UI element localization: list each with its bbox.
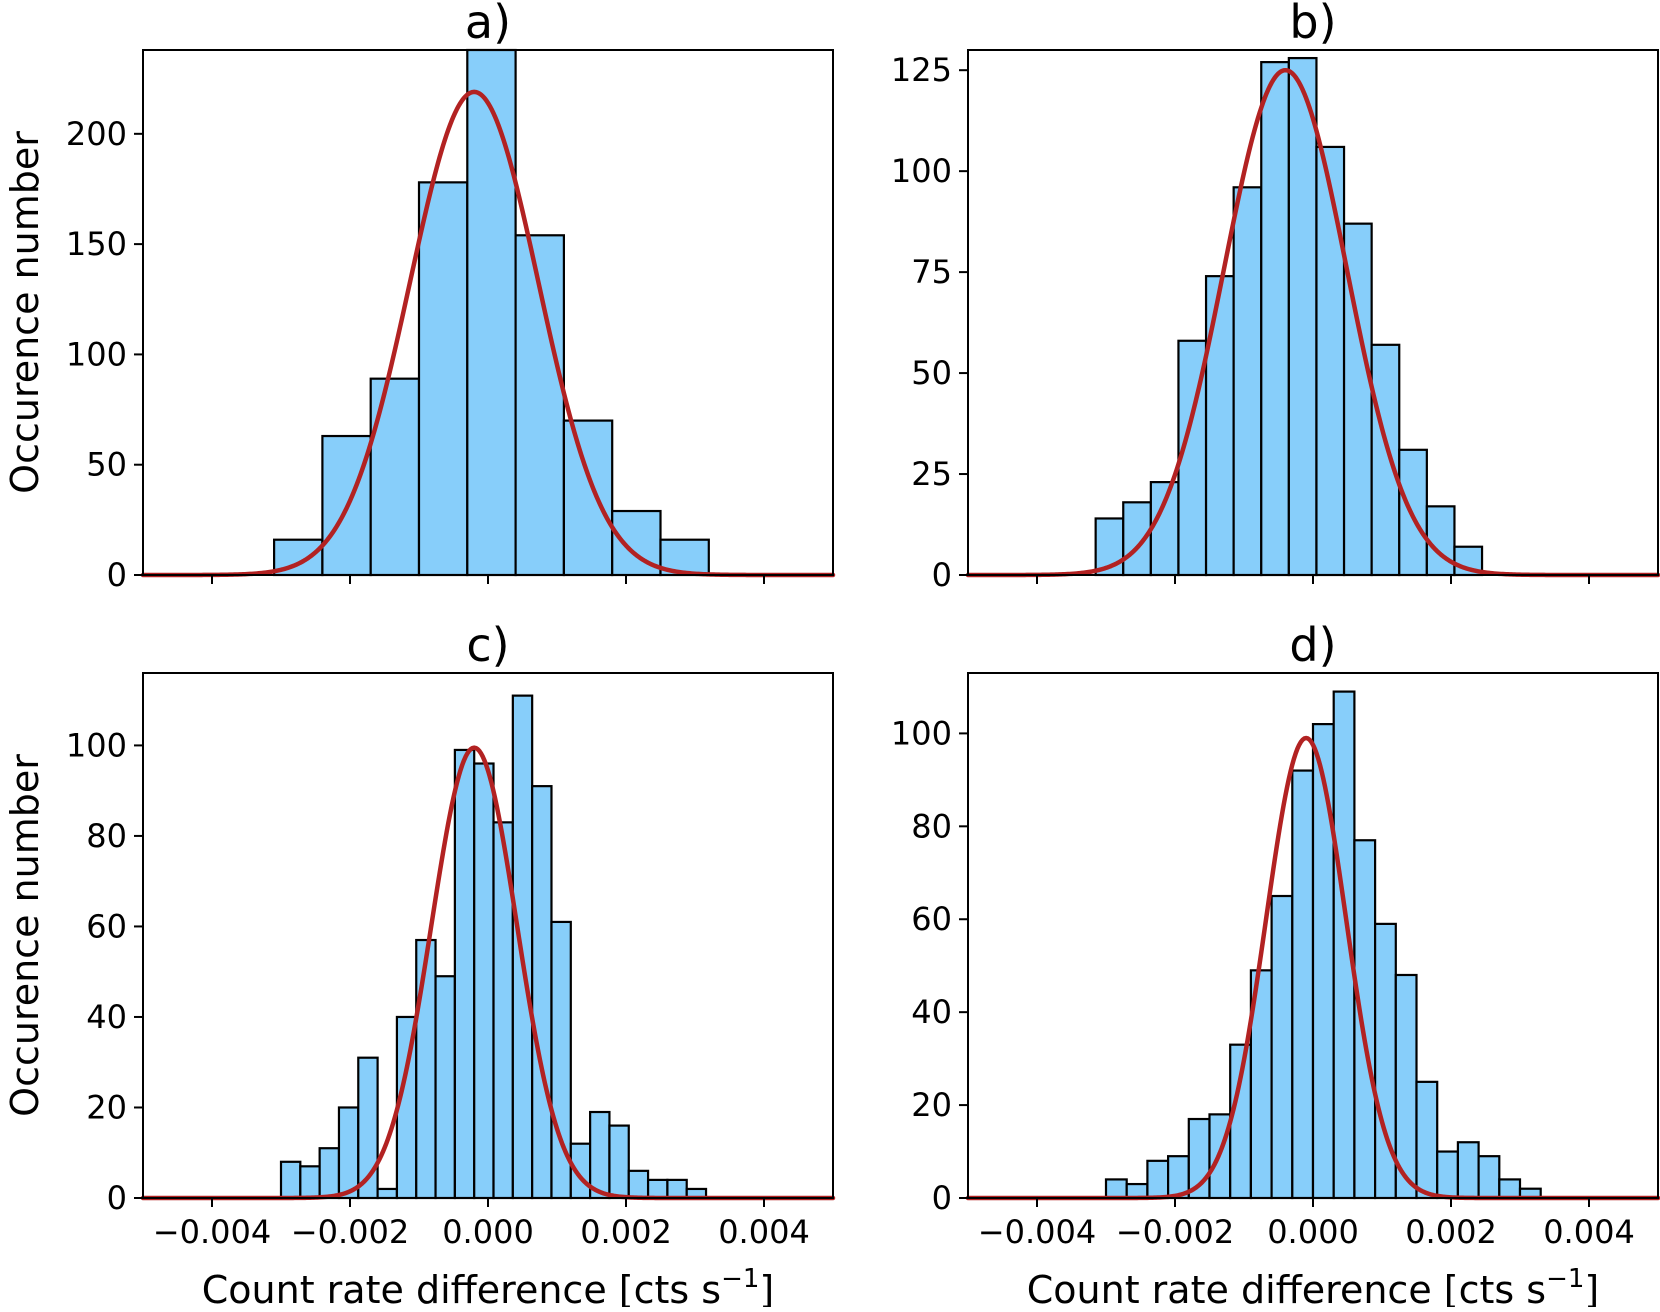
panel-title: c) bbox=[466, 618, 509, 672]
histogram-bar bbox=[1425, 505, 1456, 577]
histogram-bar bbox=[589, 1110, 611, 1200]
histogram-bar bbox=[337, 1106, 360, 1200]
histogram-bar bbox=[434, 975, 456, 1200]
histogram-bar bbox=[453, 748, 476, 1200]
histogram-bar bbox=[417, 181, 469, 577]
panel-4: 0 20 40 60 80 100 −0.004 −0.002 0.000 0.002 0.004 d… bbox=[891, 618, 1660, 1312]
histogram-bar bbox=[1146, 1159, 1170, 1200]
histogram-bar bbox=[1498, 1178, 1522, 1200]
x-tick-label: −0.002 bbox=[291, 1213, 409, 1251]
histogram-bar bbox=[666, 1178, 688, 1200]
histogram-bar bbox=[318, 1147, 341, 1200]
x-tick-label: 0.000 bbox=[1267, 1213, 1359, 1251]
histogram-bar bbox=[1370, 343, 1401, 577]
histogram-bar bbox=[299, 1165, 321, 1200]
x-tick-label: 0.004 bbox=[1543, 1213, 1635, 1251]
y-axis-label: Occurence number bbox=[3, 131, 47, 494]
histogram-bar bbox=[646, 1178, 669, 1200]
panel-2: 0 25 50 75 100 125 b) bbox=[891, 0, 1660, 594]
y-tick-label: 60 bbox=[86, 907, 127, 945]
y-tick-label: 100 bbox=[891, 714, 952, 752]
panel-3: 0 20 40 60 80 100 −0.004 −0.002 0.000 0.002 0.004 c… bbox=[3, 618, 836, 1312]
histogram-bar bbox=[1104, 1178, 1128, 1200]
histogram-bar bbox=[627, 1169, 650, 1200]
y-tick-label: 80 bbox=[911, 807, 952, 845]
y-tick-label: 0 bbox=[932, 1179, 952, 1217]
histogram-bars bbox=[1094, 56, 1484, 577]
x-tick-label: −0.004 bbox=[978, 1213, 1096, 1251]
histogram-bar bbox=[1353, 839, 1377, 1200]
x-axis-label-exponent: −1 bbox=[1546, 1264, 1584, 1294]
y-tick-label: 20 bbox=[911, 1086, 952, 1124]
histogram-bar bbox=[562, 419, 614, 577]
panel-1: 0 50 100 150 200 a) Occurence number bbox=[3, 0, 836, 594]
histogram-bar bbox=[1311, 723, 1335, 1200]
histogram-bars bbox=[279, 694, 708, 1200]
x-axis-label: Count rate difference [cts s−1] bbox=[1027, 1264, 1599, 1307]
histogram-bar bbox=[1270, 894, 1294, 1200]
histogram-bar bbox=[1415, 1080, 1439, 1200]
histogram-bars bbox=[1104, 690, 1542, 1200]
histogram-bar bbox=[376, 1187, 399, 1200]
histogram-bar bbox=[1436, 1150, 1459, 1200]
x-axis-label-exponent: −1 bbox=[721, 1264, 759, 1294]
panel-title: a) bbox=[465, 0, 511, 49]
y-tick-label: 75 bbox=[911, 253, 952, 291]
histogram-bar bbox=[473, 762, 495, 1200]
x-tick-label: 0.004 bbox=[718, 1213, 810, 1251]
histogram-bar bbox=[1315, 145, 1346, 577]
y-tick-label: 20 bbox=[86, 1088, 127, 1126]
y-tick-label: 0 bbox=[932, 556, 952, 594]
y-tick-label: 50 bbox=[86, 446, 127, 484]
y-tick-label: 125 bbox=[891, 51, 952, 89]
y-tick-label: 100 bbox=[66, 726, 127, 764]
y-tick-label: 25 bbox=[911, 455, 952, 493]
histogram-bar bbox=[531, 785, 553, 1200]
histogram-bar bbox=[415, 938, 437, 1200]
y-tick-label: 0 bbox=[107, 556, 127, 594]
y-tick-label: 40 bbox=[86, 998, 127, 1036]
y-tick-label: 150 bbox=[66, 225, 127, 263]
y-tick-label: 60 bbox=[911, 900, 952, 938]
x-tick-label: 0.002 bbox=[580, 1213, 672, 1251]
x-tick-label: −0.002 bbox=[1116, 1213, 1234, 1251]
histogram-bar bbox=[1291, 769, 1315, 1200]
x-tick-label: −0.004 bbox=[153, 1213, 271, 1251]
y-tick-label: 0 bbox=[107, 1179, 127, 1217]
x-axis-label-close: ] bbox=[759, 1268, 774, 1307]
histogram-bar bbox=[279, 1160, 302, 1200]
histogram-bar bbox=[1204, 275, 1235, 577]
histogram-bar bbox=[608, 1124, 630, 1200]
histogram-bar bbox=[1260, 61, 1290, 577]
x-tick-label: 0.000 bbox=[442, 1213, 534, 1251]
panel-title: b) bbox=[1289, 0, 1336, 49]
x-axis-label: Count rate difference [cts s−1] bbox=[202, 1264, 774, 1307]
y-tick-label: 80 bbox=[86, 817, 127, 855]
histogram-bar bbox=[1456, 1141, 1480, 1200]
histogram-bar bbox=[1149, 481, 1180, 577]
histogram-bar bbox=[369, 377, 421, 577]
y-tick-label: 200 bbox=[66, 115, 127, 153]
histogram-bar bbox=[1287, 56, 1318, 577]
x-axis-label-close: ] bbox=[1584, 1268, 1599, 1307]
histogram-bar bbox=[1477, 1155, 1501, 1200]
y-tick-label: 50 bbox=[911, 354, 952, 392]
y-axis-label: Occurence number bbox=[3, 754, 47, 1117]
histogram-bars bbox=[273, 48, 710, 577]
y-tick-label: 40 bbox=[911, 993, 952, 1031]
y-tick-label: 100 bbox=[891, 152, 952, 190]
panel-title: d) bbox=[1289, 618, 1336, 672]
y-tick-label: 100 bbox=[66, 335, 127, 373]
x-tick-label: 0.002 bbox=[1405, 1213, 1497, 1251]
histogram-bar bbox=[1232, 186, 1263, 577]
histogram-bar bbox=[466, 48, 517, 577]
